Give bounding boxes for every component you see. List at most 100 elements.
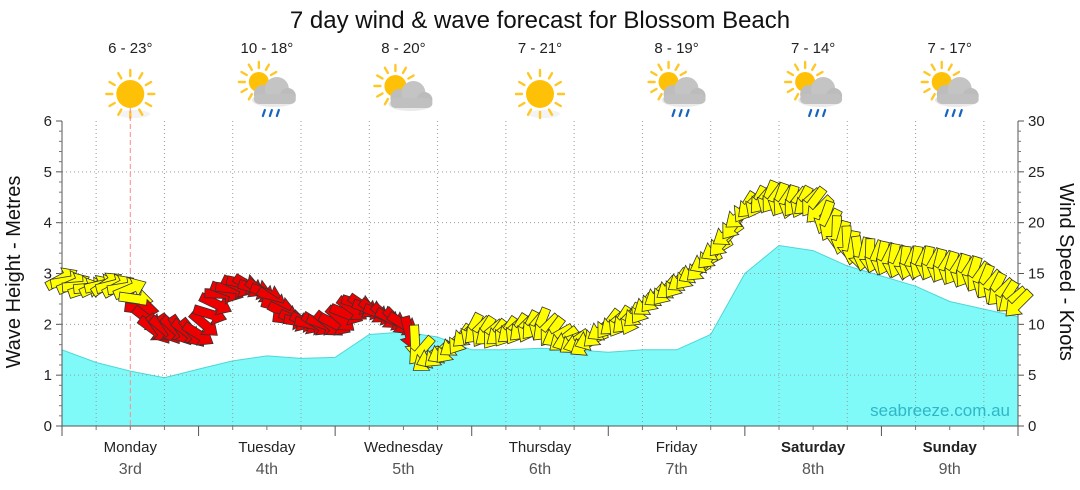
cloud-base [253, 94, 296, 104]
wave-line [61, 244, 1019, 379]
rain-drop [944, 108, 949, 118]
temperature-label: 6 - 23° [108, 40, 152, 57]
rain-drop [822, 108, 827, 118]
day-name-label: Saturday [781, 439, 846, 456]
day-name-label: Friday [656, 439, 698, 456]
left-tick-label: 3 [44, 266, 52, 283]
rain-drop [275, 108, 280, 118]
sun-ray [138, 72, 144, 80]
grid-layer [62, 108, 1018, 426]
right-tick-label: 0 [1028, 418, 1036, 435]
sun-ray [657, 92, 663, 101]
sun-ray [674, 63, 680, 72]
sun-ray [144, 80, 153, 87]
day-name-label: Wednesday [364, 439, 443, 456]
sun-ray [108, 80, 116, 87]
sun-ray [657, 63, 663, 72]
left-tick-label: 0 [44, 418, 52, 435]
chart-title: 7 day wind & wave forecast for Blossom B… [290, 7, 790, 34]
watermark: seabreeze.com.au [870, 401, 1010, 420]
left-tick-label: 6 [44, 113, 52, 130]
sun-ray [786, 70, 795, 77]
rain-drop [951, 108, 956, 118]
sun-ray [117, 72, 123, 80]
temperature-label: 8 - 19° [654, 40, 698, 57]
temperature-label: 8 - 20° [381, 40, 425, 57]
day-date-label: 6th [529, 461, 551, 478]
sun-ray [810, 63, 817, 72]
sun-cloud-icon [373, 63, 433, 111]
day-date-label: 8th [802, 461, 824, 478]
rain-drop [268, 108, 273, 118]
sun-rain-cloud-icon [237, 60, 296, 118]
sun-ray [547, 72, 554, 80]
sun-shadow [118, 110, 151, 118]
wind-arrow [187, 309, 218, 336]
x-axis-day-labels: Monday 3rd Tuesday 4th Wednesday 5th Thursday 6… [104, 439, 978, 478]
sun-ray [554, 80, 562, 87]
day-date-label: 4th [256, 461, 278, 478]
sun-ray [793, 63, 800, 72]
axis-layer: 0 1 2 3 4 5 6 0 5 10 15 20 25 30 [44, 113, 1045, 436]
rain-drop [671, 108, 676, 118]
sun-icon [105, 68, 156, 120]
sun-ray [554, 101, 562, 108]
temperature-label: 10 - 18° [241, 40, 294, 57]
rain-drop [678, 108, 683, 118]
sun-ray [117, 108, 123, 116]
sun-ray [376, 74, 384, 80]
wave-area-layer [61, 244, 1019, 426]
sun-disc [526, 80, 554, 108]
sun-ray [930, 92, 936, 101]
left-tick-label: 4 [44, 215, 52, 232]
sun-ray [138, 108, 144, 116]
day-name-label: Monday [104, 439, 158, 456]
sun-ray [108, 101, 116, 108]
sun-ray [923, 70, 931, 77]
sun-ray [952, 70, 961, 77]
sun-rain-cloud-icon [647, 60, 706, 118]
right-tick-label: 15 [1028, 266, 1045, 283]
rain-drop [958, 108, 963, 118]
sun-ray [786, 87, 795, 94]
cloud-base [936, 94, 979, 104]
sun-ray [240, 70, 248, 77]
sun-ray [518, 80, 526, 87]
wave-area [62, 245, 1018, 426]
temperature-label: 7 - 21° [518, 40, 562, 57]
day-date-label: 9th [939, 461, 961, 478]
right-axis-title: Wind Speed - Knots [1055, 183, 1077, 361]
sun-ray [679, 70, 688, 77]
right-tick-label: 10 [1028, 316, 1045, 333]
right-tick-label: 5 [1028, 367, 1036, 384]
left-tick-label: 5 [44, 164, 52, 181]
wind-arrow [1005, 288, 1034, 317]
sun-ray [240, 87, 248, 94]
day-date-label: 7th [665, 461, 687, 478]
sun-ray [247, 92, 254, 101]
sun-ray [816, 70, 824, 77]
sun-ray [269, 70, 278, 77]
sun-ray [144, 101, 153, 108]
sun-icon [514, 68, 566, 120]
plot-area: 0 1 2 3 4 5 6 0 5 10 15 20 25 30 [44, 108, 1045, 436]
day-name-label: Sunday [923, 439, 978, 456]
temperature-label: 7 - 14° [791, 40, 835, 57]
cloud-base [663, 94, 706, 104]
cloud-base [390, 98, 433, 108]
sun-rain-cloud-icon [920, 60, 979, 118]
day-date-label: 5th [392, 461, 414, 478]
sun-ray [264, 63, 271, 72]
sun-ray [247, 63, 254, 72]
left-axis-title: Wave Height - Metres [3, 176, 25, 369]
sun-ray [376, 92, 384, 98]
sun-ray [383, 66, 390, 75]
sun-ray [383, 97, 390, 106]
day-name-label: Tuesday [238, 439, 295, 456]
right-tick-label: 20 [1028, 215, 1045, 232]
right-tick-label: 25 [1028, 164, 1045, 181]
left-tick-label: 2 [44, 316, 52, 333]
sun-ray [947, 63, 953, 72]
rain-drop [815, 108, 820, 118]
